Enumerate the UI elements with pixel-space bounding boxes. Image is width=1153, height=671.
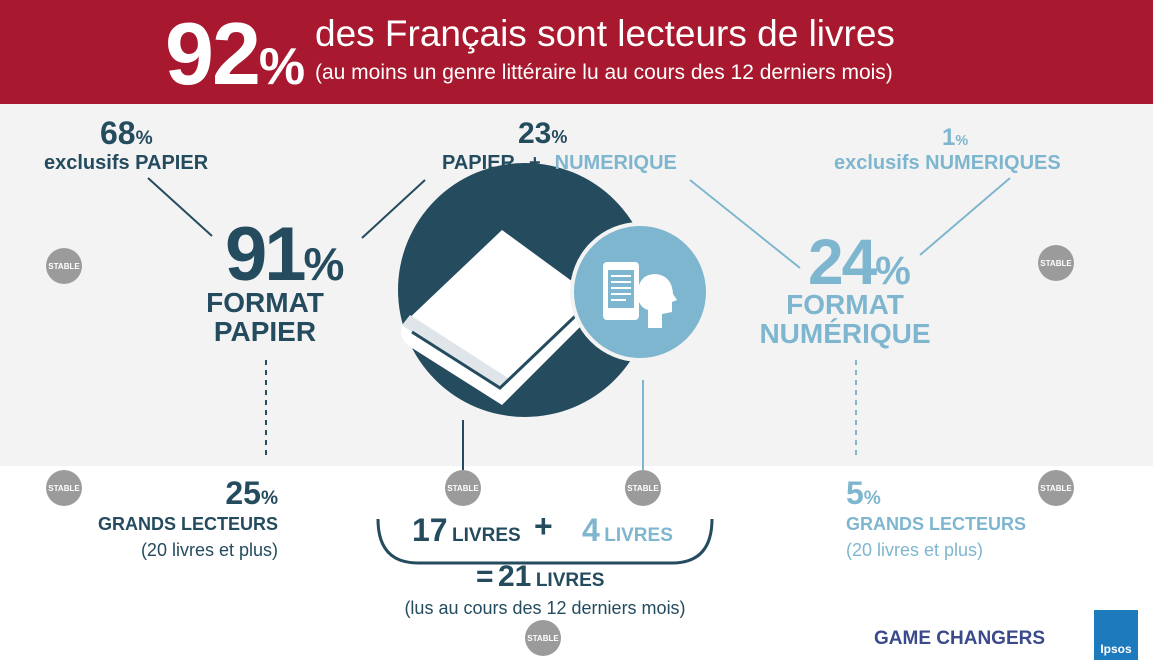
paper-only-percent: 68% <box>100 116 153 156</box>
ipsos-logo: Ipsos <box>1094 610 1138 660</box>
digital-big-readers-sign: % <box>863 488 881 509</box>
stable-badge: STABLE <box>525 620 561 656</box>
digital-format-percent: 24% <box>808 226 911 305</box>
digital-big-readers-sub: (20 livres et plus) <box>846 540 984 560</box>
paper-format-percent: 91% <box>225 212 345 304</box>
books-total-unit: LIVRES <box>535 570 605 591</box>
digital-big-readers-value: 5 <box>846 475 864 511</box>
both-label: PAPIER + NUMERIQUE <box>442 152 677 175</box>
books-total: = 21 LIVRES <box>476 560 604 594</box>
both-label-digital: NUMERIQUE <box>554 152 677 174</box>
stable-badge: STABLE <box>625 470 661 506</box>
stable-badge: STABLE <box>1038 470 1074 506</box>
paper-format-line2: PAPIER <box>213 316 317 347</box>
paper-big-readers-sign: % <box>260 488 278 509</box>
header-big-percent-value: 92 <box>165 4 261 103</box>
digital-big-readers-percent: 5% <box>846 476 881 516</box>
paper-big-readers-value: 25 <box>225 475 261 511</box>
both-sign: % <box>551 127 568 147</box>
digital-only-value: 1 <box>942 124 956 151</box>
paper-format-line1: FORMAT <box>206 287 324 318</box>
digital-big-readers-label: GRANDS LECTEURS <box>846 514 1027 534</box>
paper-only-value: 68 <box>100 115 136 151</box>
books-total-sub: (lus au cours des 12 derniers mois) <box>404 598 686 618</box>
paper-big-readers-percent: 25% <box>180 476 278 516</box>
both-label-plus: + <box>528 152 541 174</box>
books-digital-num: 4 <box>582 512 600 548</box>
both-value: 23 <box>518 117 552 150</box>
paper-format-sign: % <box>303 238 345 290</box>
digital-only-percent: 1% <box>942 124 968 155</box>
paper-big-readers-label: GRANDS LECTEURS <box>97 514 278 534</box>
books-paper-num: 17 <box>412 512 448 548</box>
books-digital-unit: LIVRES <box>604 525 673 546</box>
paper-big-readers-sub: (20 livres et plus) <box>140 540 278 560</box>
digital-only-sign: % <box>955 133 969 149</box>
stable-badge: STABLE <box>46 470 82 506</box>
paper-format-value: 91 <box>225 212 307 297</box>
header-percent-sign: % <box>258 38 305 96</box>
header-title: des Français sont lecteurs de livres <box>315 13 895 54</box>
books-digital: 4 LIVRES <box>582 512 673 549</box>
bracket-shape <box>376 518 714 565</box>
stable-badge: STABLE <box>445 470 481 506</box>
header-subtitle: (au moins un genre littéraire lu au cour… <box>315 61 893 84</box>
digital-format-line2: NUMÉRIQUE <box>759 318 931 349</box>
books-paper: 17 LIVRES <box>412 512 521 549</box>
both-percent: 23% <box>518 118 567 153</box>
digital-format-value: 24 <box>808 226 877 298</box>
stable-badge: STABLE <box>46 248 82 284</box>
books-total-eq: = <box>476 560 494 593</box>
paper-only-sign: % <box>135 128 153 149</box>
digital-format-label: FORMAT NUMÉRIQUE <box>745 290 945 348</box>
book-illustration <box>398 163 710 417</box>
paper-format-label: FORMAT PAPIER <box>180 288 350 346</box>
digital-format-sign: % <box>875 249 911 293</box>
header-banner <box>0 0 1153 104</box>
digital-only-label: exclusifs NUMERIQUES <box>834 152 1061 174</box>
ebook-reader-icon <box>570 222 710 362</box>
books-paper-unit: LIVRES <box>452 525 521 546</box>
paper-only-label: exclusifs PAPIER <box>44 152 209 174</box>
stable-badge: STABLE <box>1038 245 1074 281</box>
digital-format-line1: FORMAT <box>786 289 904 320</box>
book-icon <box>401 230 595 405</box>
books-total-num: 21 <box>497 560 532 593</box>
books-plus: + <box>534 508 553 544</box>
header-big-percent: 92% <box>165 4 305 115</box>
game-changers-tagline: GAME CHANGERS <box>874 628 1046 649</box>
both-label-paper: PAPIER <box>442 152 515 174</box>
